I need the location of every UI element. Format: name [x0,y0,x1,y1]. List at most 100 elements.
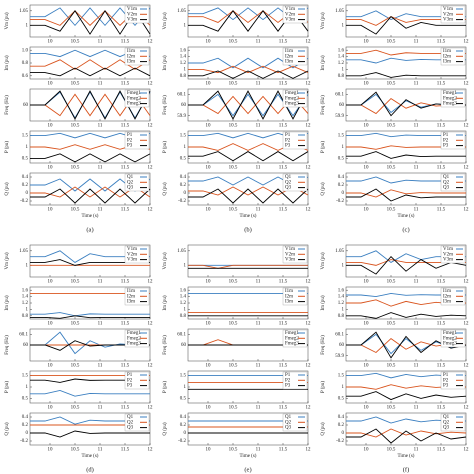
y-tick-label: 1.05 [19,249,28,254]
y-axis-label: Vm (pu) [163,252,168,269]
x-tick-label: 12 [148,40,154,45]
x-tick-label: 10 [206,448,212,453]
x-tick-label: 10 [206,406,212,411]
series-line [346,16,466,35]
y-tick-label: 1 [184,68,187,73]
legend-label: Q3 [285,426,292,431]
y-tick-label: 1.5 [180,134,187,139]
series-line [188,65,309,74]
y-tick-label: 1.6 [338,48,345,53]
legend-label: Fmeg1 [443,331,457,336]
series-line [30,389,150,397]
x-tick-label: 10.5 [71,364,80,369]
legend-label: I1m [443,289,451,294]
legend-label: Q1 [127,415,134,420]
y-tick-label: 1.05 [335,9,344,14]
x-tick-label: 10 [48,280,54,285]
y-axis-label: Freq (Hz) [163,95,168,115]
series-line [30,312,150,317]
y-tick-label: 0.2 [22,183,29,188]
legend-label: P1 [443,133,449,138]
x-tick-label: 10.5 [71,82,80,87]
legend-box [124,131,150,150]
x-tick-label: 11 [414,124,419,129]
panel-caption: (f) [403,466,410,473]
legend-label: Fmeg2 [127,336,141,341]
y-tick-label: -0.2 [20,439,28,444]
x-axis-label: Time (s) [398,454,415,459]
y-tick-label: 1.6 [22,288,29,293]
x-tick-label: 10.5 [71,40,80,45]
x-tick-label: 12 [306,448,312,453]
x-tick-label: 10.5 [387,364,396,369]
x-tick-label: 11 [256,208,261,213]
y-tick-label: 1 [26,385,29,390]
y-tick-label: 0.4 [338,175,345,180]
x-tick-label: 11.5 [437,364,446,369]
x-tick-label: 11.5 [437,166,446,171]
series-line [346,255,467,275]
legend-label: Fmeg1 [127,331,141,336]
y-tick-label: 1.4 [338,55,345,60]
x-tick-label: 11.5 [121,166,130,171]
y-axis-label: Q (pu) [163,422,168,436]
series-line [188,70,309,79]
x-tick-label: 10.5 [387,124,396,129]
x-tick-label: 11 [256,166,261,171]
x-tick-label: 12 [148,208,154,213]
y-tick-label: 60.1 [335,332,344,337]
legend-box [282,371,308,390]
y-tick-label: 59.9 [335,354,344,359]
y-tick-label: 1.05 [177,249,186,254]
x-tick-label: 11 [98,166,103,171]
series-line [30,430,150,438]
y-tick-label: 60 [339,343,345,348]
x-tick-label: 11.5 [121,322,130,327]
series-line [346,151,466,159]
x-tick-label: 11 [256,364,261,369]
x-tick-label: 11 [414,82,419,87]
y-tick-label: 1 [184,308,187,313]
legend-label: Q2 [443,420,450,425]
legend-label: V3m [443,258,453,263]
legend-label: V3m [285,18,295,23]
x-tick-label: 12 [148,124,154,129]
y-tick-label: 60 [23,103,29,108]
legend-label: I2m [443,54,451,59]
x-tick-label: 10 [48,40,54,45]
x-tick-label: 10.5 [229,364,238,369]
y-axis-label: Freq (Hz) [163,335,168,355]
legend-label: P2 [443,378,449,383]
x-tick-label: 10 [364,280,370,285]
x-tick-label: 11 [98,322,103,327]
y-tick-label: 0.4 [180,415,187,420]
x-tick-label: 11.5 [437,322,446,327]
legend-box [440,413,466,432]
x-tick-label: 11.5 [279,448,288,453]
x-tick-label: 10.5 [387,322,396,327]
x-tick-label: 11 [98,280,103,285]
legend-label: P2 [285,378,291,383]
y-tick-label: 1.2 [22,301,29,306]
y-tick-label: 0.4 [180,175,187,180]
x-tick-label: 11 [256,124,261,129]
y-tick-label: 1.4 [338,295,345,300]
x-tick-label: 11 [414,40,419,45]
y-axis-label: Q (pu) [5,422,10,436]
x-tick-label: 12 [464,124,470,129]
y-tick-label: 0.2 [180,423,187,428]
x-tick-label: 11.5 [279,208,288,213]
x-tick-label: 11 [98,124,103,129]
y-axis-label: Im (pu) [163,55,168,70]
legend-label: P2 [443,138,449,143]
x-tick-label: 10 [206,166,212,171]
x-tick-label: 11.5 [121,364,130,369]
y-tick-label: 60 [181,103,187,108]
series-line [188,188,309,204]
y-tick-label: 59.9 [335,114,344,119]
legend-label: Fmeg2 [285,336,299,341]
x-tick-label: 10.5 [71,280,80,285]
legend-label: Fmeg3 [285,342,299,347]
x-tick-label: 10 [364,322,370,327]
y-tick-label: 1 [342,24,345,29]
